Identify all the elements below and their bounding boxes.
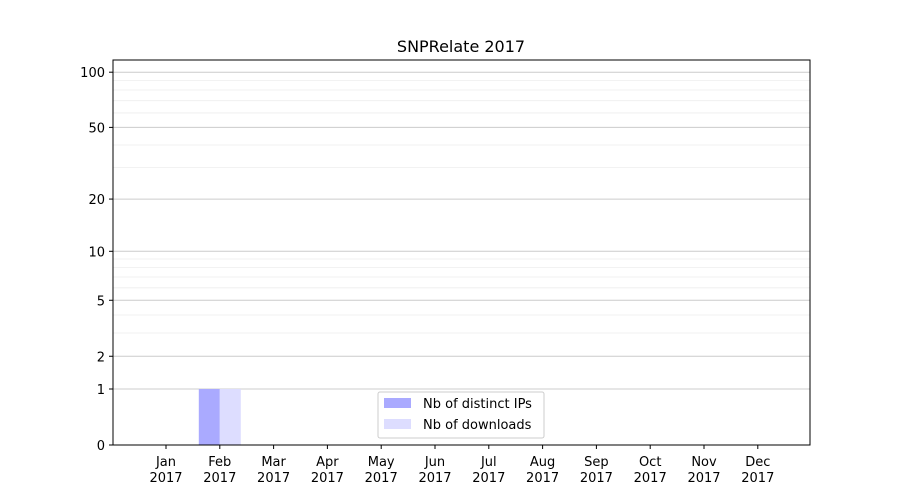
y-tick-label: 2: [97, 350, 105, 365]
y-tick-label: 100: [80, 66, 105, 81]
bar: [219, 389, 241, 445]
y-tick-label: 0: [97, 439, 105, 454]
x-tick-label: Feb: [208, 455, 231, 470]
legend-box: [377, 391, 545, 439]
x-tick-label: Jun: [424, 455, 445, 470]
plot-frame: [112, 59, 811, 446]
x-tick-label: Oct: [639, 455, 661, 470]
x-tick-label: 2017: [311, 471, 344, 486]
x-tick-label: Apr: [316, 455, 339, 470]
y-tick-label: 20: [88, 193, 105, 208]
x-tick-label: Aug: [530, 455, 555, 470]
x-tick-label: 2017: [580, 471, 613, 486]
x-tick-label: 2017: [526, 471, 559, 486]
x-tick-label: May: [368, 455, 395, 470]
x-tick-label: 2017: [149, 471, 182, 486]
x-tick-label: 2017: [472, 471, 505, 486]
x-tick-label: Jan: [155, 455, 176, 470]
x-tick-label: Sep: [584, 455, 609, 470]
x-tick-label: Jul: [480, 455, 497, 470]
y-tick-label: 1: [97, 383, 105, 398]
legend-swatch: [384, 398, 411, 408]
x-tick-label: 2017: [741, 471, 774, 486]
x-tick-label: 2017: [634, 471, 667, 486]
x-tick-label: 2017: [257, 471, 290, 486]
y-tick-label: 5: [97, 294, 105, 309]
legend: Nb of distinct IPs Nb of downloads: [377, 391, 545, 439]
bar: [198, 389, 220, 445]
x-tick-label: 2017: [687, 471, 720, 486]
legend-label: Nb of distinct IPs: [423, 397, 532, 412]
legend-swatch: [384, 419, 411, 429]
x-tick-label: Mar: [261, 455, 286, 470]
x-tick-label: 2017: [365, 471, 398, 486]
x-tick-label: 2017: [418, 471, 451, 486]
x-tick-label: Dec: [745, 455, 770, 470]
chart-title: SNPRelate 2017: [397, 37, 525, 56]
x-tick-label: 2017: [203, 471, 236, 486]
legend-label: Nb of downloads: [423, 418, 532, 433]
y-tick-label: 10: [88, 245, 105, 260]
y-tick-label: 50: [88, 121, 105, 136]
x-tick-label: Nov: [691, 455, 717, 470]
